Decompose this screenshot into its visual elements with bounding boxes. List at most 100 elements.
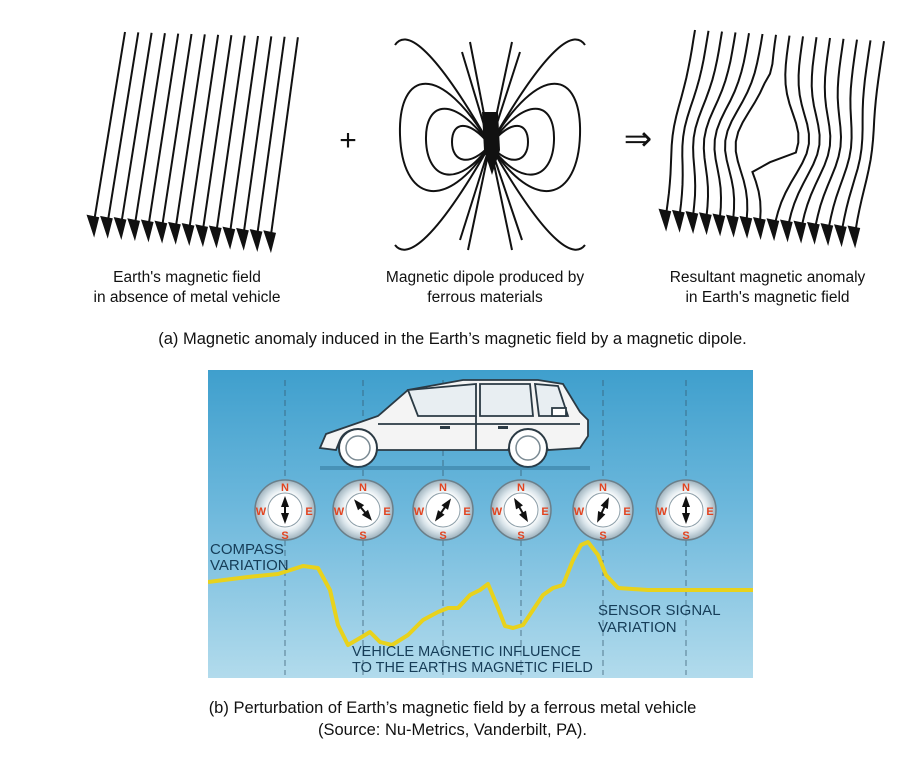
- vehicle-influence-label-line2: TO THE EARTHS MAGNETIC FIELD: [352, 660, 593, 676]
- field-arrowhead-icon: [238, 229, 248, 247]
- caption-resultant-line2: in Earth's magnetic field: [640, 288, 895, 308]
- plus-symbol: +: [339, 124, 357, 157]
- compass-letter: W: [574, 506, 585, 518]
- compass-letter: E: [623, 506, 630, 518]
- field-line: [188, 35, 218, 237]
- caption-resultant-line1: Resultant magnetic anomaly: [640, 268, 895, 288]
- field-arrowhead-icon: [660, 210, 670, 228]
- field-line: [229, 36, 258, 240]
- compass-letter: S: [599, 530, 606, 542]
- compass-letter: S: [682, 530, 689, 542]
- field-arrowhead-icon: [251, 230, 261, 248]
- panel-b-title-line2: (Source: Nu-Metrics, Vanderbilt, PA).: [0, 719, 905, 741]
- panel-a-title: (a) Magnetic anomaly induced in the Eart…: [0, 328, 905, 350]
- resultant-field-line: [665, 30, 695, 222]
- caption-earth-field-line2: in absence of metal vehicle: [62, 288, 312, 308]
- compass-letter: N: [517, 482, 525, 494]
- panel-b-title: (b) Perturbation of Earth’s magnetic fie…: [0, 697, 905, 741]
- field-line: [107, 32, 139, 229]
- front-wheel-icon: [339, 429, 377, 467]
- field-arrowhead-icon: [809, 223, 819, 241]
- field-line: [120, 33, 151, 231]
- road-shadow: [320, 466, 590, 470]
- implies-arrow-icon: ⇒: [624, 120, 653, 158]
- field-arrowhead-icon: [88, 216, 98, 234]
- panel-a-diagram: + ⇒: [0, 0, 905, 262]
- compass-variation-label-line2: VARIATION: [210, 557, 289, 574]
- compass-letter: S: [517, 530, 524, 542]
- compass-letter: W: [256, 506, 267, 518]
- compass-letter: N: [359, 482, 367, 494]
- field-arrowhead-icon: [687, 212, 697, 230]
- field-line: [93, 32, 125, 228]
- compass-letter: W: [414, 506, 425, 518]
- field-arrowhead-icon: [741, 217, 751, 235]
- compass-letter: E: [541, 506, 548, 518]
- field-line: [270, 37, 298, 243]
- field-line: [134, 33, 165, 231]
- compass-letter: S: [359, 530, 366, 542]
- compass-letter: N: [281, 482, 289, 494]
- resultant-field-line: [773, 36, 809, 231]
- caption-dipole-line1: Magnetic dipole produced by: [355, 268, 615, 288]
- panel-b-title-line1: (b) Perturbation of Earth’s magnetic fie…: [0, 697, 905, 719]
- panel-b-illustration: NSWENSWENSWENSWENSWENSWE COMPASS VARIATI…: [208, 370, 753, 678]
- field-arrowhead-icon: [714, 215, 724, 233]
- resultant-field-line: [841, 40, 871, 237]
- compass-letter: N: [682, 482, 690, 494]
- earth-field-lines: [88, 32, 298, 250]
- compass-letter: E: [706, 506, 713, 518]
- field-line: [161, 34, 192, 234]
- sensor-signal-label-line1: SENSOR SIGNAL: [598, 602, 721, 619]
- caption-resultant: Resultant magnetic anomaly in Earth's ma…: [640, 268, 895, 308]
- caption-dipole: Magnetic dipole produced by ferrous mate…: [355, 268, 615, 308]
- field-arrowhead-icon: [849, 227, 859, 245]
- field-arrowhead-icon: [170, 223, 180, 241]
- rear-wheel-icon: [509, 429, 547, 467]
- resultant-field-line: [678, 31, 708, 223]
- field-arrowhead-icon: [728, 216, 738, 234]
- caption-dipole-line2: ferrous materials: [355, 288, 615, 308]
- resultant-field-line: [704, 32, 736, 225]
- vehicle-influence-label-line1: VEHICLE MAGNETIC INFLUENCE: [352, 644, 581, 660]
- compass-letter: N: [439, 482, 447, 494]
- caption-earth-field: Earth's magnetic field in absence of met…: [62, 268, 312, 308]
- field-arrowhead-icon: [768, 220, 778, 238]
- resultant-field-line: [787, 37, 820, 233]
- field-arrowhead-icon: [822, 224, 832, 242]
- field-arrowhead-icon: [224, 228, 234, 246]
- compass-letter: E: [463, 506, 470, 518]
- resultant-field-line: [800, 38, 830, 234]
- sensor-signal-label-line2: VARIATION: [598, 619, 677, 636]
- caption-earth-field-line1: Earth's magnetic field: [62, 268, 312, 288]
- resultant-field-line: [827, 40, 857, 237]
- field-line: [256, 37, 284, 243]
- compass-letter: W: [657, 506, 668, 518]
- compass-letter: E: [383, 506, 390, 518]
- resultant-field-line: [752, 36, 798, 231]
- compass-letter: E: [305, 506, 312, 518]
- resultant-field-line: [854, 41, 884, 239]
- field-arrowhead-icon: [265, 232, 275, 250]
- field-arrowhead-icon: [836, 226, 846, 244]
- field-line: [175, 34, 205, 235]
- resultant-field-line: [814, 39, 844, 235]
- field-arrowhead-icon: [782, 221, 792, 239]
- compass-variation-label-line1: COMPASS: [210, 541, 284, 558]
- field-arrowhead-icon: [755, 218, 765, 236]
- field-arrowhead-icon: [115, 218, 125, 236]
- compass-letter: S: [439, 530, 446, 542]
- resultant-field-line: [715, 33, 750, 227]
- compass-letter: N: [599, 482, 607, 494]
- field-arrowhead-icon: [142, 221, 152, 239]
- field-arrowhead-icon: [183, 224, 193, 242]
- field-line: [147, 34, 178, 233]
- compass-letter: W: [334, 506, 345, 518]
- field-arrowhead-icon: [102, 217, 112, 235]
- field-line: [243, 36, 272, 241]
- field-line: [202, 35, 232, 237]
- field-arrowhead-icon: [795, 222, 805, 240]
- field-arrowhead-icon: [210, 227, 220, 245]
- resultant-field-lines: [660, 30, 884, 245]
- field-arrowhead-icon: [197, 226, 207, 244]
